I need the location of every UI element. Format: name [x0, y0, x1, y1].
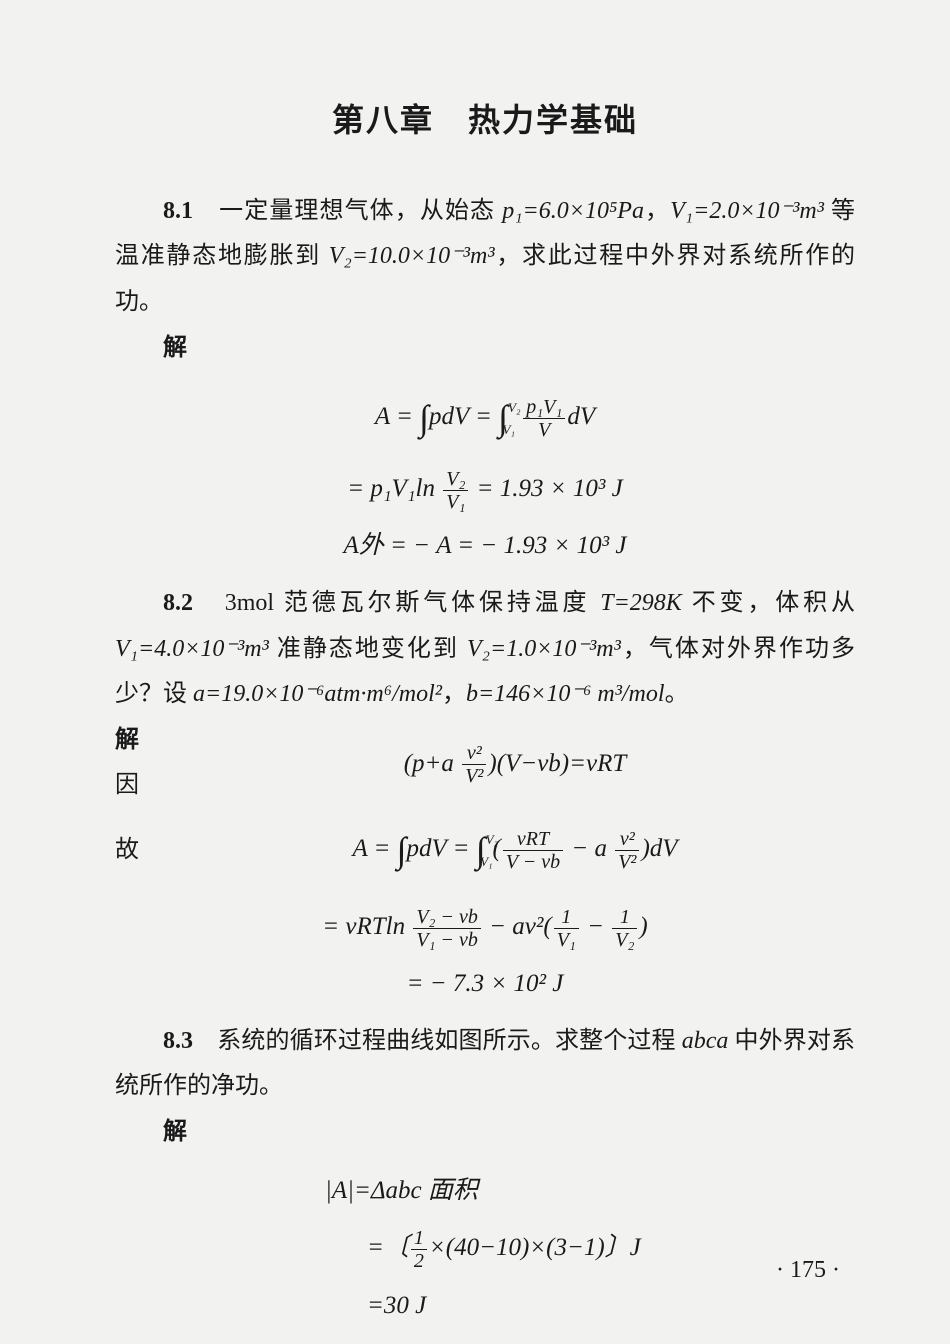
frac-num: 1: [554, 906, 579, 929]
equation-8-2-cont: = νRTln V₂ − νbV₁ − νb − aν²(1V₁ − 1V₂) …: [115, 898, 855, 1013]
math: ×(40−10)×(3−1)〕J: [429, 1234, 641, 1261]
math: =30 J: [367, 1292, 426, 1319]
math: pdV =: [407, 835, 476, 862]
frac-num: 1: [612, 906, 637, 929]
math: a=19.0×10⁻⁶atm·m⁶/mol²: [193, 681, 442, 707]
math: = p₁V₁ln: [347, 475, 441, 502]
text: 系统的循环过程曲线如图所示。求整个过程: [193, 1028, 682, 1054]
problem-8-1: 8.1 一定量理想气体，从始态 p₁=6.0×10⁵Pa，V₁=2.0×10⁻³…: [115, 189, 855, 326]
frac-den: V₁: [554, 929, 579, 951]
math: ): [639, 913, 647, 940]
int-upper: V₂: [508, 400, 520, 415]
frac-den: V: [523, 419, 565, 441]
solution-label: 解: [115, 326, 855, 372]
frac-den: V₂: [612, 929, 637, 951]
eq-line: = − 7.3 × 10² J: [115, 955, 855, 1013]
frac-den: V₁ − νb: [413, 929, 481, 951]
frac-den: V − νb: [503, 851, 563, 873]
problem-label: 8.1: [163, 198, 193, 224]
math: dV: [567, 403, 595, 430]
frac-num: ν²: [615, 828, 639, 851]
frac-den: 2: [411, 1250, 427, 1272]
frac-num: V₂ − νb: [413, 906, 481, 929]
frac-num: ν²: [462, 742, 486, 765]
math: abca: [682, 1028, 729, 1054]
math: (p+a: [404, 750, 460, 777]
math: V₁=2.0×10⁻³m³: [670, 198, 824, 224]
text: ，: [644, 198, 670, 224]
math: − a: [565, 835, 613, 862]
eq-line: = νRTln V₂ − νbV₁ − νb − aν²(1V₁ − 1V₂): [115, 898, 855, 956]
equation-8-1: A = ∫pdV = ∫V₂V₁ p₁V₁VdV = p₁V₁ln V₂V₁ =…: [115, 377, 855, 575]
math: = 1.93 × 10³ J: [470, 475, 622, 502]
eq-line: |A|=Δabc 面积: [325, 1162, 855, 1220]
equation-8-3: |A|=Δabc 面积 =〔12×(40−10)×(3−1)〕J =30 J: [115, 1162, 855, 1335]
eq-line: = p₁V₁ln V₂V₁ = 1.93 × 10³ J: [115, 460, 855, 518]
int-lower: V₁: [480, 854, 492, 869]
text: 一定量理想气体，从始态: [193, 198, 502, 224]
text: 不变，体积从: [682, 590, 855, 616]
int-lower: V₁: [503, 422, 515, 437]
solution-label: 解: [115, 1110, 855, 1156]
therefore-label: 故: [115, 828, 175, 874]
eq-line: A = ∫pdV = ∫V₂V₁(νRTV − νb − a ν²V²)dV: [175, 809, 855, 892]
problem-label: 8.3: [163, 1028, 193, 1054]
math: V₂=1.0×10⁻³m³: [467, 636, 621, 662]
text: ，: [442, 681, 466, 707]
eq-line: A = ∫pdV = ∫V₂V₁ p₁V₁VdV: [115, 377, 855, 460]
eq-line: (p+a ν²V²)(V−νb)=νRT: [175, 735, 855, 793]
frac-num: 1: [411, 1227, 427, 1250]
frac-den: V²: [462, 765, 486, 787]
math: )dV: [641, 835, 677, 862]
text: 准静态地变化到: [269, 636, 467, 662]
problem-8-2: 8.2 3mol 范德瓦尔斯气体保持温度 T=298K 不变，体积从 V₁=4.…: [115, 581, 855, 718]
solve-because: 解 因: [115, 718, 175, 809]
math: −: [581, 913, 610, 940]
text: 3mol 范德瓦尔斯气体保持温度: [193, 590, 600, 616]
frac-num: νRT: [503, 828, 563, 851]
math: V₂=10.0×10⁻³m³: [329, 243, 495, 269]
frac-num: p₁V₁: [523, 396, 565, 419]
math: A =: [352, 835, 396, 862]
frac-den: V₁: [443, 491, 468, 513]
problem-8-3: 8.3 系统的循环过程曲线如图所示。求整个过程 abca 中外界对系统所作的净功…: [115, 1019, 855, 1110]
math: p₁=6.0×10⁵Pa: [502, 198, 644, 224]
text: 。: [665, 681, 689, 707]
page-number: · 175 ·: [776, 1248, 840, 1294]
frac-num: V₂: [443, 468, 468, 491]
because-label: 因: [115, 772, 139, 798]
math: − aν²(: [483, 913, 552, 940]
frac-den: V²: [615, 851, 639, 873]
math: b=146×10⁻⁶ m³/mol: [466, 681, 665, 707]
math: =〔: [367, 1234, 409, 1261]
chapter-title: 第八章 热力学基础: [115, 90, 855, 151]
math: (: [493, 835, 501, 862]
math: = νRTln: [322, 913, 411, 940]
math: T=298K: [600, 590, 682, 616]
math: )(V−νb)=νRT: [488, 750, 626, 777]
solution-8-2-therefore: 故 A = ∫pdV = ∫V₂V₁(νRTV − νb − a ν²V²)dV: [115, 809, 855, 892]
math: A =: [375, 403, 419, 430]
math: V₁=4.0×10⁻³m³: [115, 636, 269, 662]
eq-line: A外 = − A = − 1.93 × 10³ J: [115, 517, 855, 575]
solve-label: 解: [115, 727, 139, 753]
problem-label: 8.2: [163, 590, 193, 616]
solution-8-2-given: 解 因 (p+a ν²V²)(V−νb)=νRT: [115, 718, 855, 809]
math: pdV =: [429, 403, 498, 430]
